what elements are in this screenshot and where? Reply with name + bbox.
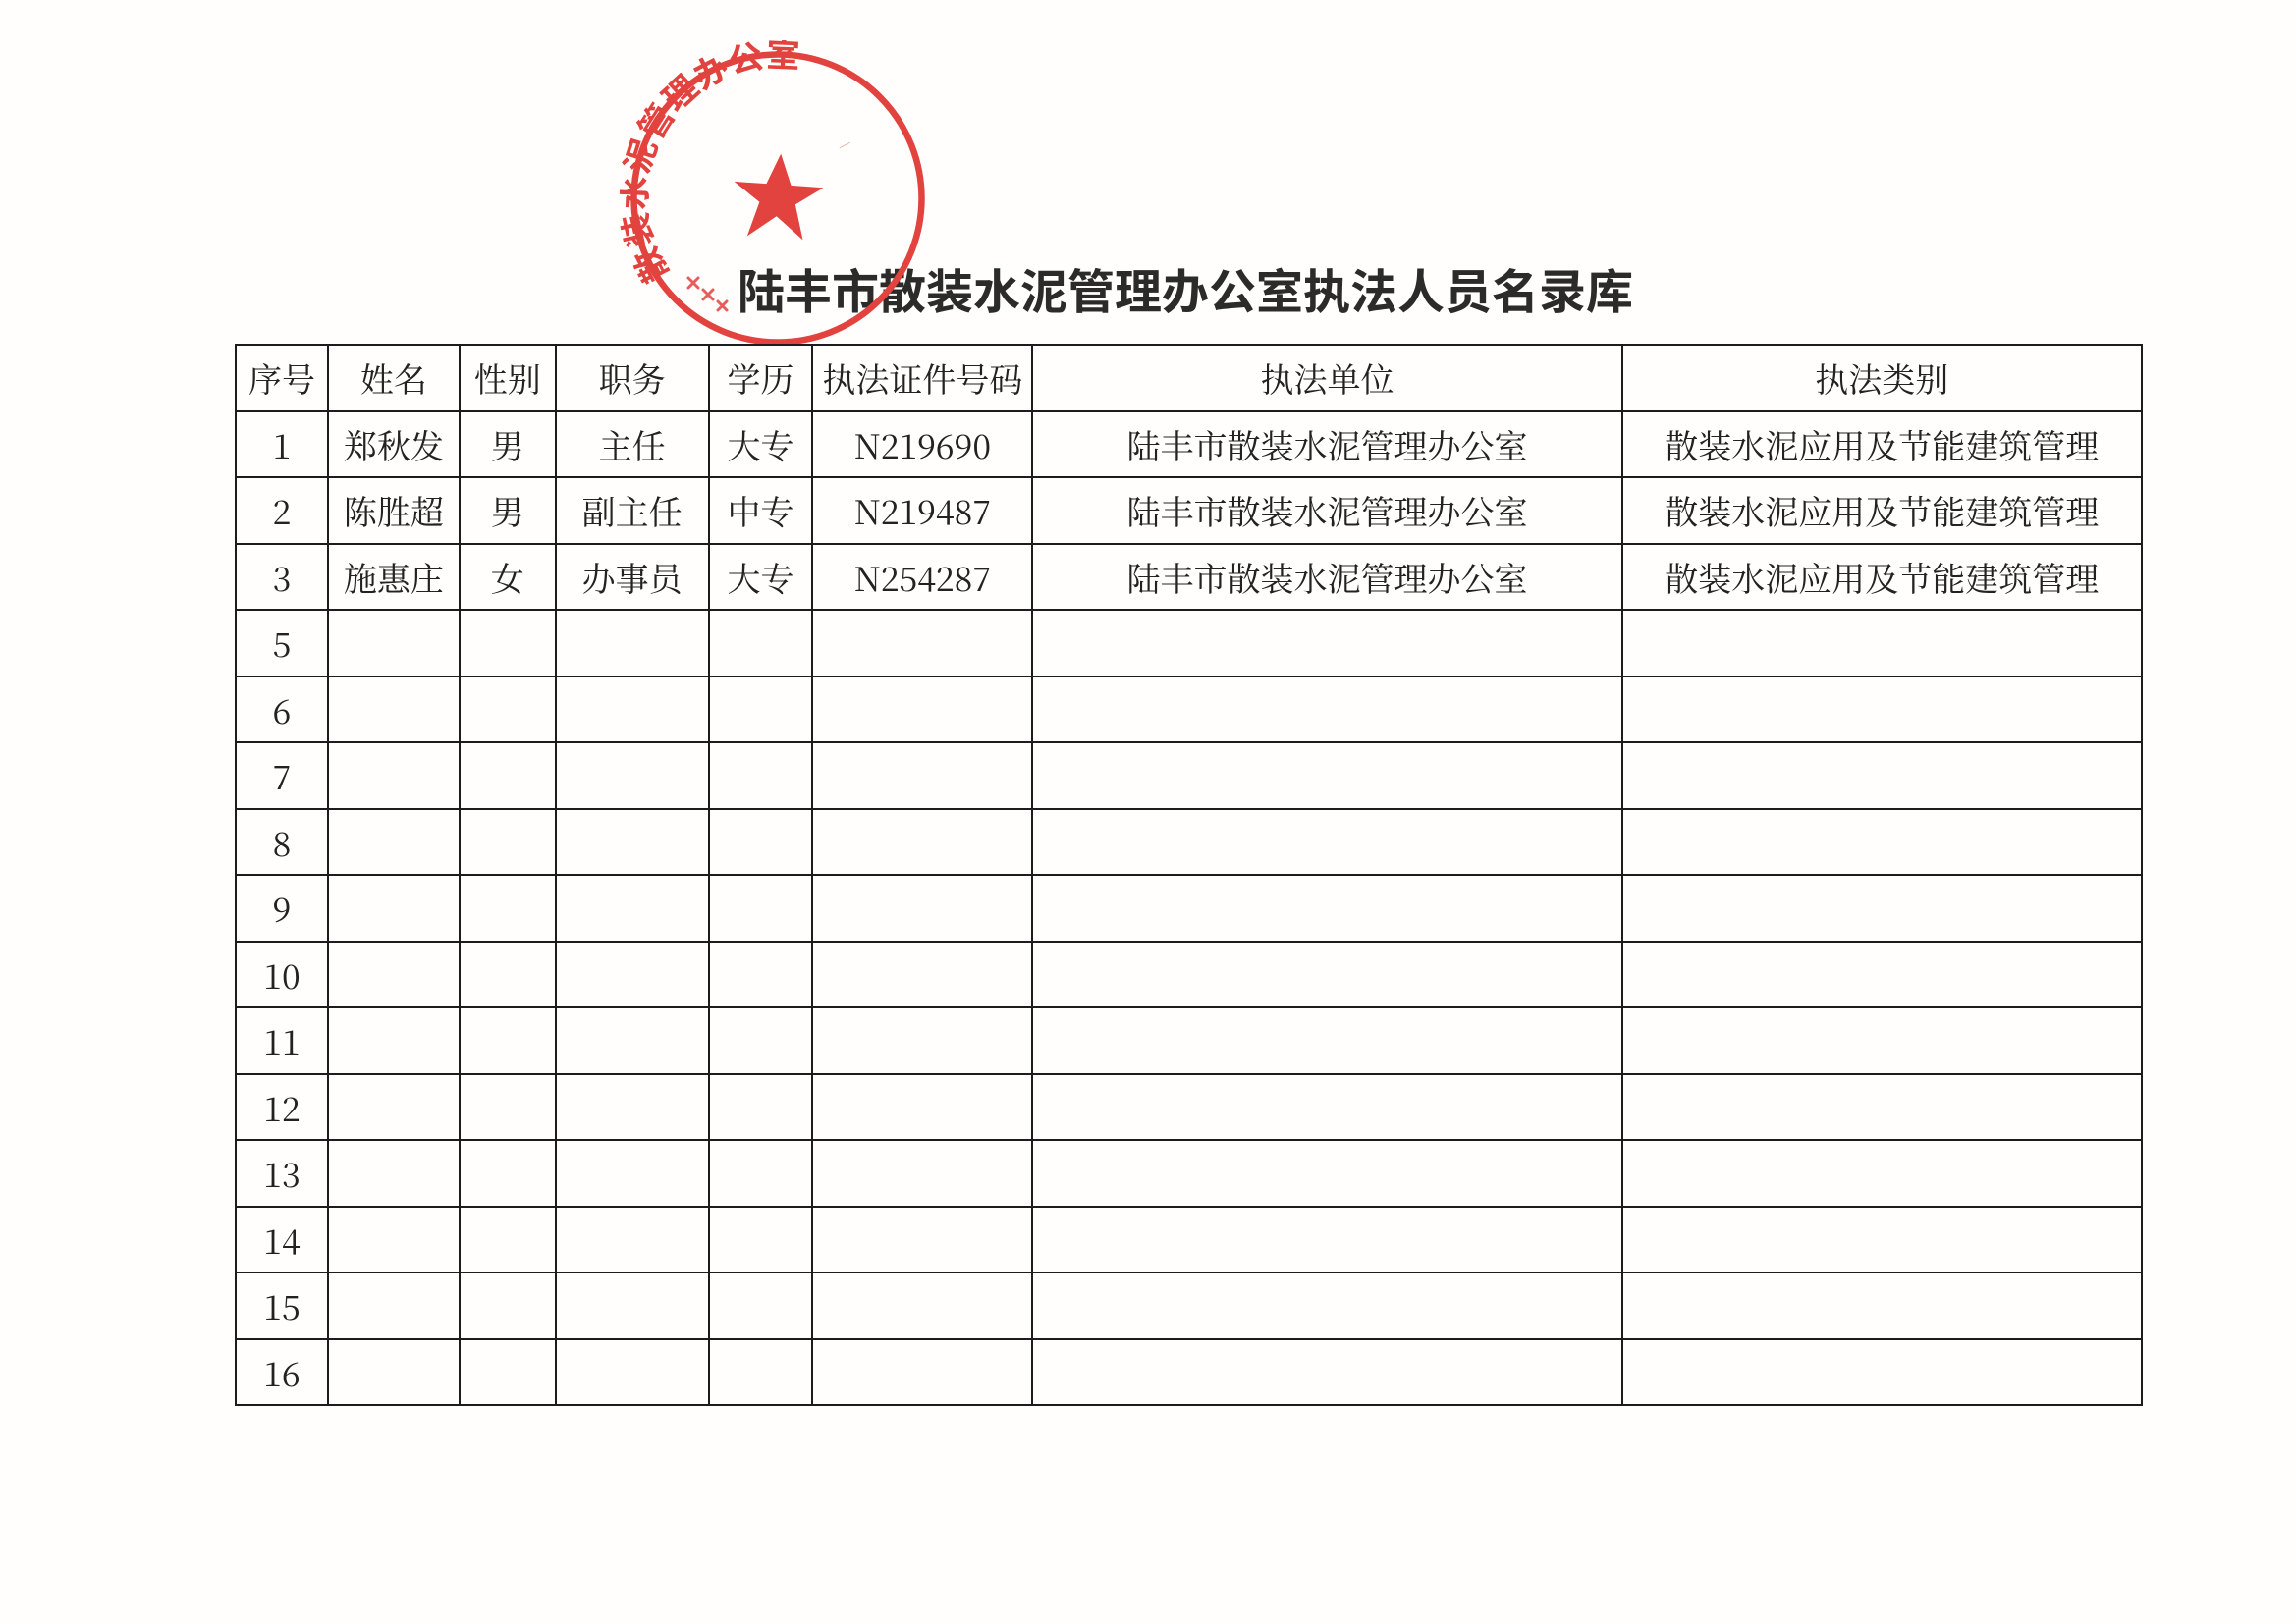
svg-text:散装水泥管理办公室: 散装水泥管理办公室: [620, 40, 802, 293]
svg-text:/: /: [838, 137, 853, 153]
